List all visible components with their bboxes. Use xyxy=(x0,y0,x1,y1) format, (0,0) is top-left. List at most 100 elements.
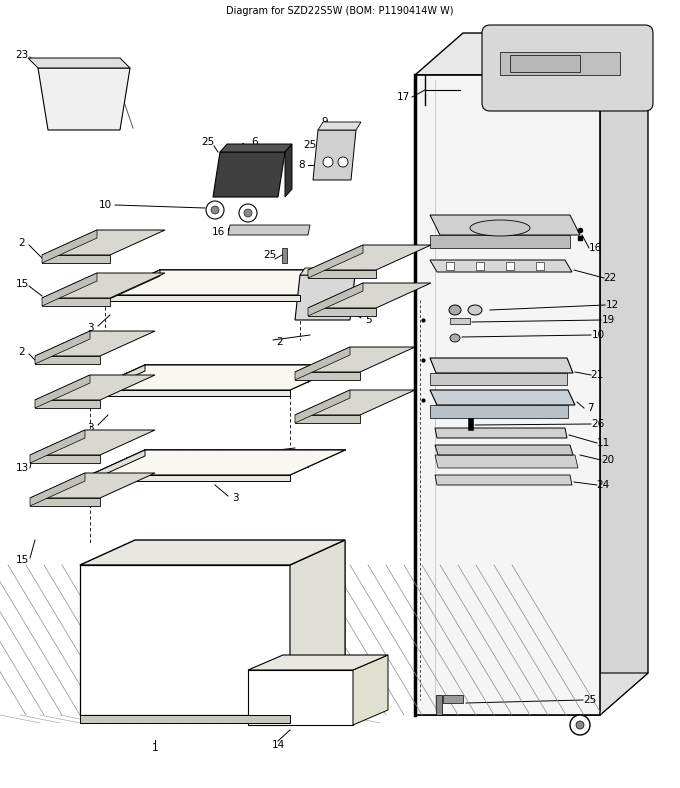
Polygon shape xyxy=(105,295,300,301)
Polygon shape xyxy=(35,400,100,408)
Bar xyxy=(443,695,463,703)
Polygon shape xyxy=(213,152,285,197)
Polygon shape xyxy=(248,670,353,725)
Polygon shape xyxy=(38,68,130,130)
Polygon shape xyxy=(430,260,572,272)
Polygon shape xyxy=(510,55,580,72)
Text: 10: 10 xyxy=(99,200,112,210)
Polygon shape xyxy=(295,390,350,423)
Polygon shape xyxy=(248,655,388,670)
Text: 2: 2 xyxy=(18,347,25,357)
Polygon shape xyxy=(295,415,360,423)
Polygon shape xyxy=(90,390,290,396)
Circle shape xyxy=(244,209,252,217)
Polygon shape xyxy=(42,298,110,306)
Polygon shape xyxy=(105,270,355,295)
Polygon shape xyxy=(430,235,570,248)
Polygon shape xyxy=(105,270,160,301)
Polygon shape xyxy=(295,347,350,380)
Text: 6: 6 xyxy=(252,137,258,147)
Circle shape xyxy=(570,715,590,735)
Ellipse shape xyxy=(470,220,530,236)
Text: 24: 24 xyxy=(596,480,610,490)
Text: 2: 2 xyxy=(222,455,228,465)
Polygon shape xyxy=(430,358,573,373)
Text: 22: 22 xyxy=(603,273,617,283)
Polygon shape xyxy=(30,430,155,455)
Text: 20: 20 xyxy=(601,455,615,465)
Text: 14: 14 xyxy=(271,740,285,750)
Text: 19: 19 xyxy=(601,315,615,325)
Polygon shape xyxy=(308,270,376,278)
Bar xyxy=(506,262,514,270)
Polygon shape xyxy=(308,245,363,278)
Polygon shape xyxy=(30,498,100,506)
Polygon shape xyxy=(295,347,415,372)
Polygon shape xyxy=(300,268,360,275)
Polygon shape xyxy=(415,33,648,75)
Polygon shape xyxy=(430,215,580,235)
Polygon shape xyxy=(308,245,431,270)
Text: 11: 11 xyxy=(596,438,610,448)
Text: 9: 9 xyxy=(322,117,328,127)
Polygon shape xyxy=(220,144,292,152)
Polygon shape xyxy=(42,273,165,298)
Polygon shape xyxy=(90,365,145,396)
Polygon shape xyxy=(500,52,620,75)
Polygon shape xyxy=(308,283,431,308)
Text: 15: 15 xyxy=(16,279,29,289)
Text: 18: 18 xyxy=(631,98,645,108)
Text: 8: 8 xyxy=(299,160,305,170)
Polygon shape xyxy=(35,356,100,364)
Polygon shape xyxy=(600,33,648,715)
Bar xyxy=(446,262,454,270)
Circle shape xyxy=(239,204,257,222)
Polygon shape xyxy=(90,450,345,475)
Ellipse shape xyxy=(450,334,460,342)
Polygon shape xyxy=(90,365,345,390)
Polygon shape xyxy=(435,455,578,468)
Text: 10: 10 xyxy=(592,330,605,340)
Bar xyxy=(282,248,287,263)
Text: 25: 25 xyxy=(583,695,596,705)
Text: Diagram for SZD22S5W (BOM: P1190414W W): Diagram for SZD22S5W (BOM: P1190414W W) xyxy=(226,6,454,16)
Text: 3: 3 xyxy=(232,493,238,503)
Polygon shape xyxy=(90,475,290,481)
Circle shape xyxy=(338,157,348,167)
Polygon shape xyxy=(308,308,376,316)
Polygon shape xyxy=(35,331,155,356)
Polygon shape xyxy=(80,565,290,715)
Polygon shape xyxy=(42,255,110,263)
Polygon shape xyxy=(30,455,100,463)
Text: 16: 16 xyxy=(588,243,602,253)
Circle shape xyxy=(211,206,219,214)
Polygon shape xyxy=(290,540,345,715)
Polygon shape xyxy=(353,655,388,725)
Polygon shape xyxy=(295,275,355,320)
Text: 26: 26 xyxy=(592,419,605,429)
Polygon shape xyxy=(430,390,575,405)
Polygon shape xyxy=(430,373,567,385)
Text: 3: 3 xyxy=(86,423,93,433)
Polygon shape xyxy=(35,375,155,400)
FancyBboxPatch shape xyxy=(482,25,653,111)
Text: 5: 5 xyxy=(364,315,371,325)
Polygon shape xyxy=(42,273,97,306)
Polygon shape xyxy=(430,405,568,418)
Polygon shape xyxy=(228,225,310,235)
Polygon shape xyxy=(295,390,415,415)
Text: 15: 15 xyxy=(16,555,29,565)
Text: 2: 2 xyxy=(277,337,284,347)
Text: 21: 21 xyxy=(590,370,604,380)
Polygon shape xyxy=(30,430,85,463)
Bar xyxy=(436,695,442,715)
Polygon shape xyxy=(285,144,292,197)
Polygon shape xyxy=(28,58,130,68)
Text: 1: 1 xyxy=(152,743,158,753)
Text: 23: 23 xyxy=(16,50,29,60)
Text: 3: 3 xyxy=(86,323,93,333)
Text: 13: 13 xyxy=(16,463,29,473)
Bar xyxy=(468,418,473,430)
Polygon shape xyxy=(435,428,567,438)
Text: 7: 7 xyxy=(587,403,594,413)
